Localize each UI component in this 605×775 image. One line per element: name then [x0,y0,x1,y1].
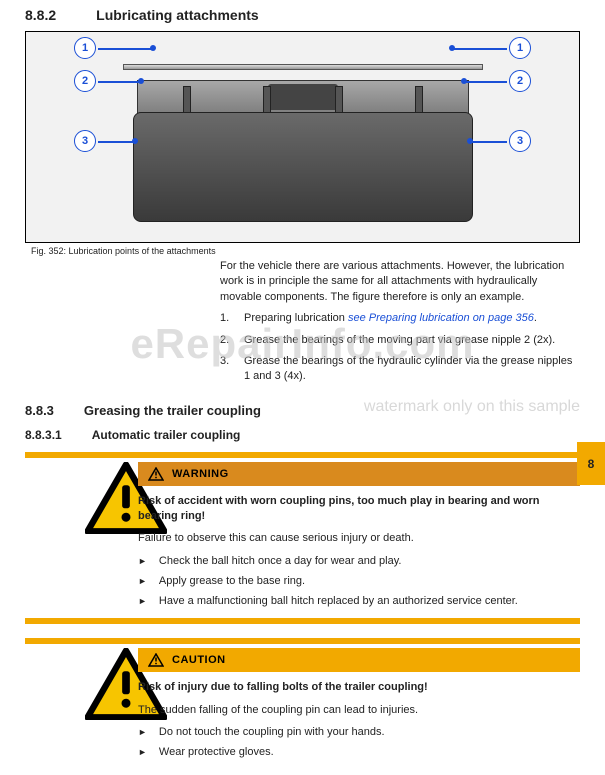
section-number: 8.8.3.1 [25,428,62,442]
caution-body: The sudden falling of the coupling pin c… [138,703,580,718]
warning-item: Have a malfunctioning ball hitch replace… [138,594,580,609]
section-title: Automatic trailer coupling [92,428,241,442]
warning-item: Check the ball hitch once a day for wear… [138,554,580,569]
warning-small-icon [148,467,164,481]
callout-r1: 1 [509,37,531,59]
warning-lead: Risk of accident with worn coupling pins… [138,494,580,524]
step-2: 2. Grease the bearings of the moving par… [220,333,575,348]
xref-link[interactable]: see Preparing lubrication on page 356 [348,312,534,324]
figure-caption: Fig. 352: Lubrication points of the atta… [25,243,580,259]
callout-l3: 3 [74,130,96,152]
callout-r3: 3 [509,130,531,152]
warning-body: Failure to observe this can cause seriou… [138,531,580,546]
caution-lead: Risk of injury due to falling bolts of t… [138,680,580,695]
rule [25,638,580,644]
rule [25,618,580,624]
warning-banner: WARNING [138,462,580,486]
step-1: 1. Preparing lubrication see Preparing l… [220,311,575,326]
step-3: 3. Grease the bearings of the hydraulic … [220,354,575,385]
callout-l1: 1 [74,37,96,59]
section-number: 8.8.3 [25,403,54,418]
caution-banner: CAUTION [138,648,580,672]
section-number: 8.8.2 [25,7,56,23]
figure-352: 1 2 3 1 2 3 [25,31,580,243]
chapter-tab: 8 [577,442,605,485]
section-title: Lubricating attachments [96,7,259,23]
section-title: Greasing the trailer coupling [84,403,261,418]
intro-paragraph: For the vehicle there are various attach… [220,259,575,305]
caution-small-icon [148,653,164,667]
caution-item: Wear protective gloves. [138,745,580,760]
callout-r2: 2 [509,70,531,92]
rule [25,452,580,458]
callout-l2: 2 [74,70,96,92]
caution-item: Do not touch the coupling pin with your … [138,725,580,740]
warning-item: Apply grease to the base ring. [138,574,580,589]
